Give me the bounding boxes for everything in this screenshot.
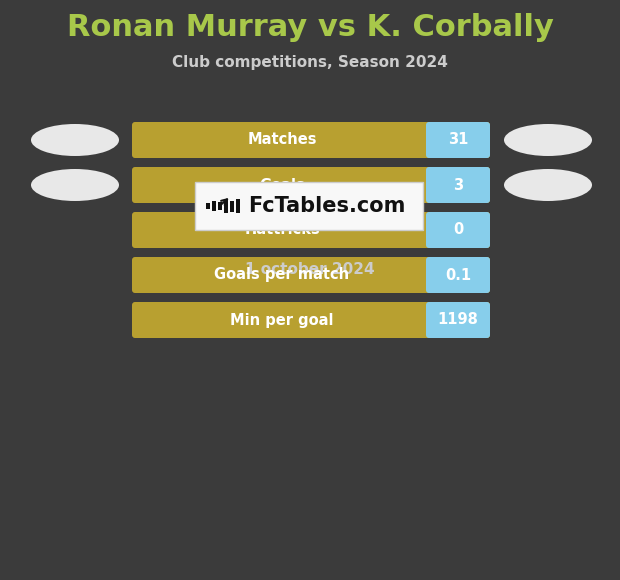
Text: 3: 3 — [453, 177, 463, 193]
Ellipse shape — [31, 124, 119, 156]
Bar — [212, 201, 216, 211]
FancyBboxPatch shape — [195, 182, 423, 230]
Text: Club competitions, Season 2024: Club competitions, Season 2024 — [172, 55, 448, 70]
FancyBboxPatch shape — [132, 167, 490, 203]
Ellipse shape — [31, 169, 119, 201]
Text: Goals: Goals — [259, 177, 305, 193]
FancyBboxPatch shape — [426, 212, 490, 248]
Text: Goals per match: Goals per match — [215, 267, 350, 282]
Bar — [236, 199, 240, 213]
Text: Hattricks: Hattricks — [244, 223, 320, 237]
Bar — [230, 201, 234, 212]
Bar — [206, 203, 210, 209]
Text: 1 october 2024: 1 october 2024 — [245, 263, 375, 277]
FancyBboxPatch shape — [426, 257, 490, 293]
Text: Min per goal: Min per goal — [230, 313, 334, 328]
Text: 1198: 1198 — [438, 313, 479, 328]
Text: Matches: Matches — [247, 132, 317, 147]
Text: 0.1: 0.1 — [445, 267, 471, 282]
FancyBboxPatch shape — [426, 167, 490, 203]
Text: 0: 0 — [453, 223, 463, 237]
Text: Ronan Murray vs K. Corbally: Ronan Murray vs K. Corbally — [66, 13, 554, 42]
FancyBboxPatch shape — [132, 122, 490, 158]
FancyBboxPatch shape — [132, 257, 490, 293]
FancyBboxPatch shape — [426, 302, 490, 338]
Text: FcTables.com: FcTables.com — [249, 196, 406, 216]
Text: 31: 31 — [448, 132, 468, 147]
FancyBboxPatch shape — [132, 212, 490, 248]
Bar — [224, 200, 228, 212]
Ellipse shape — [504, 124, 592, 156]
Ellipse shape — [504, 169, 592, 201]
FancyBboxPatch shape — [426, 122, 490, 158]
FancyBboxPatch shape — [132, 302, 490, 338]
Bar — [218, 202, 222, 210]
